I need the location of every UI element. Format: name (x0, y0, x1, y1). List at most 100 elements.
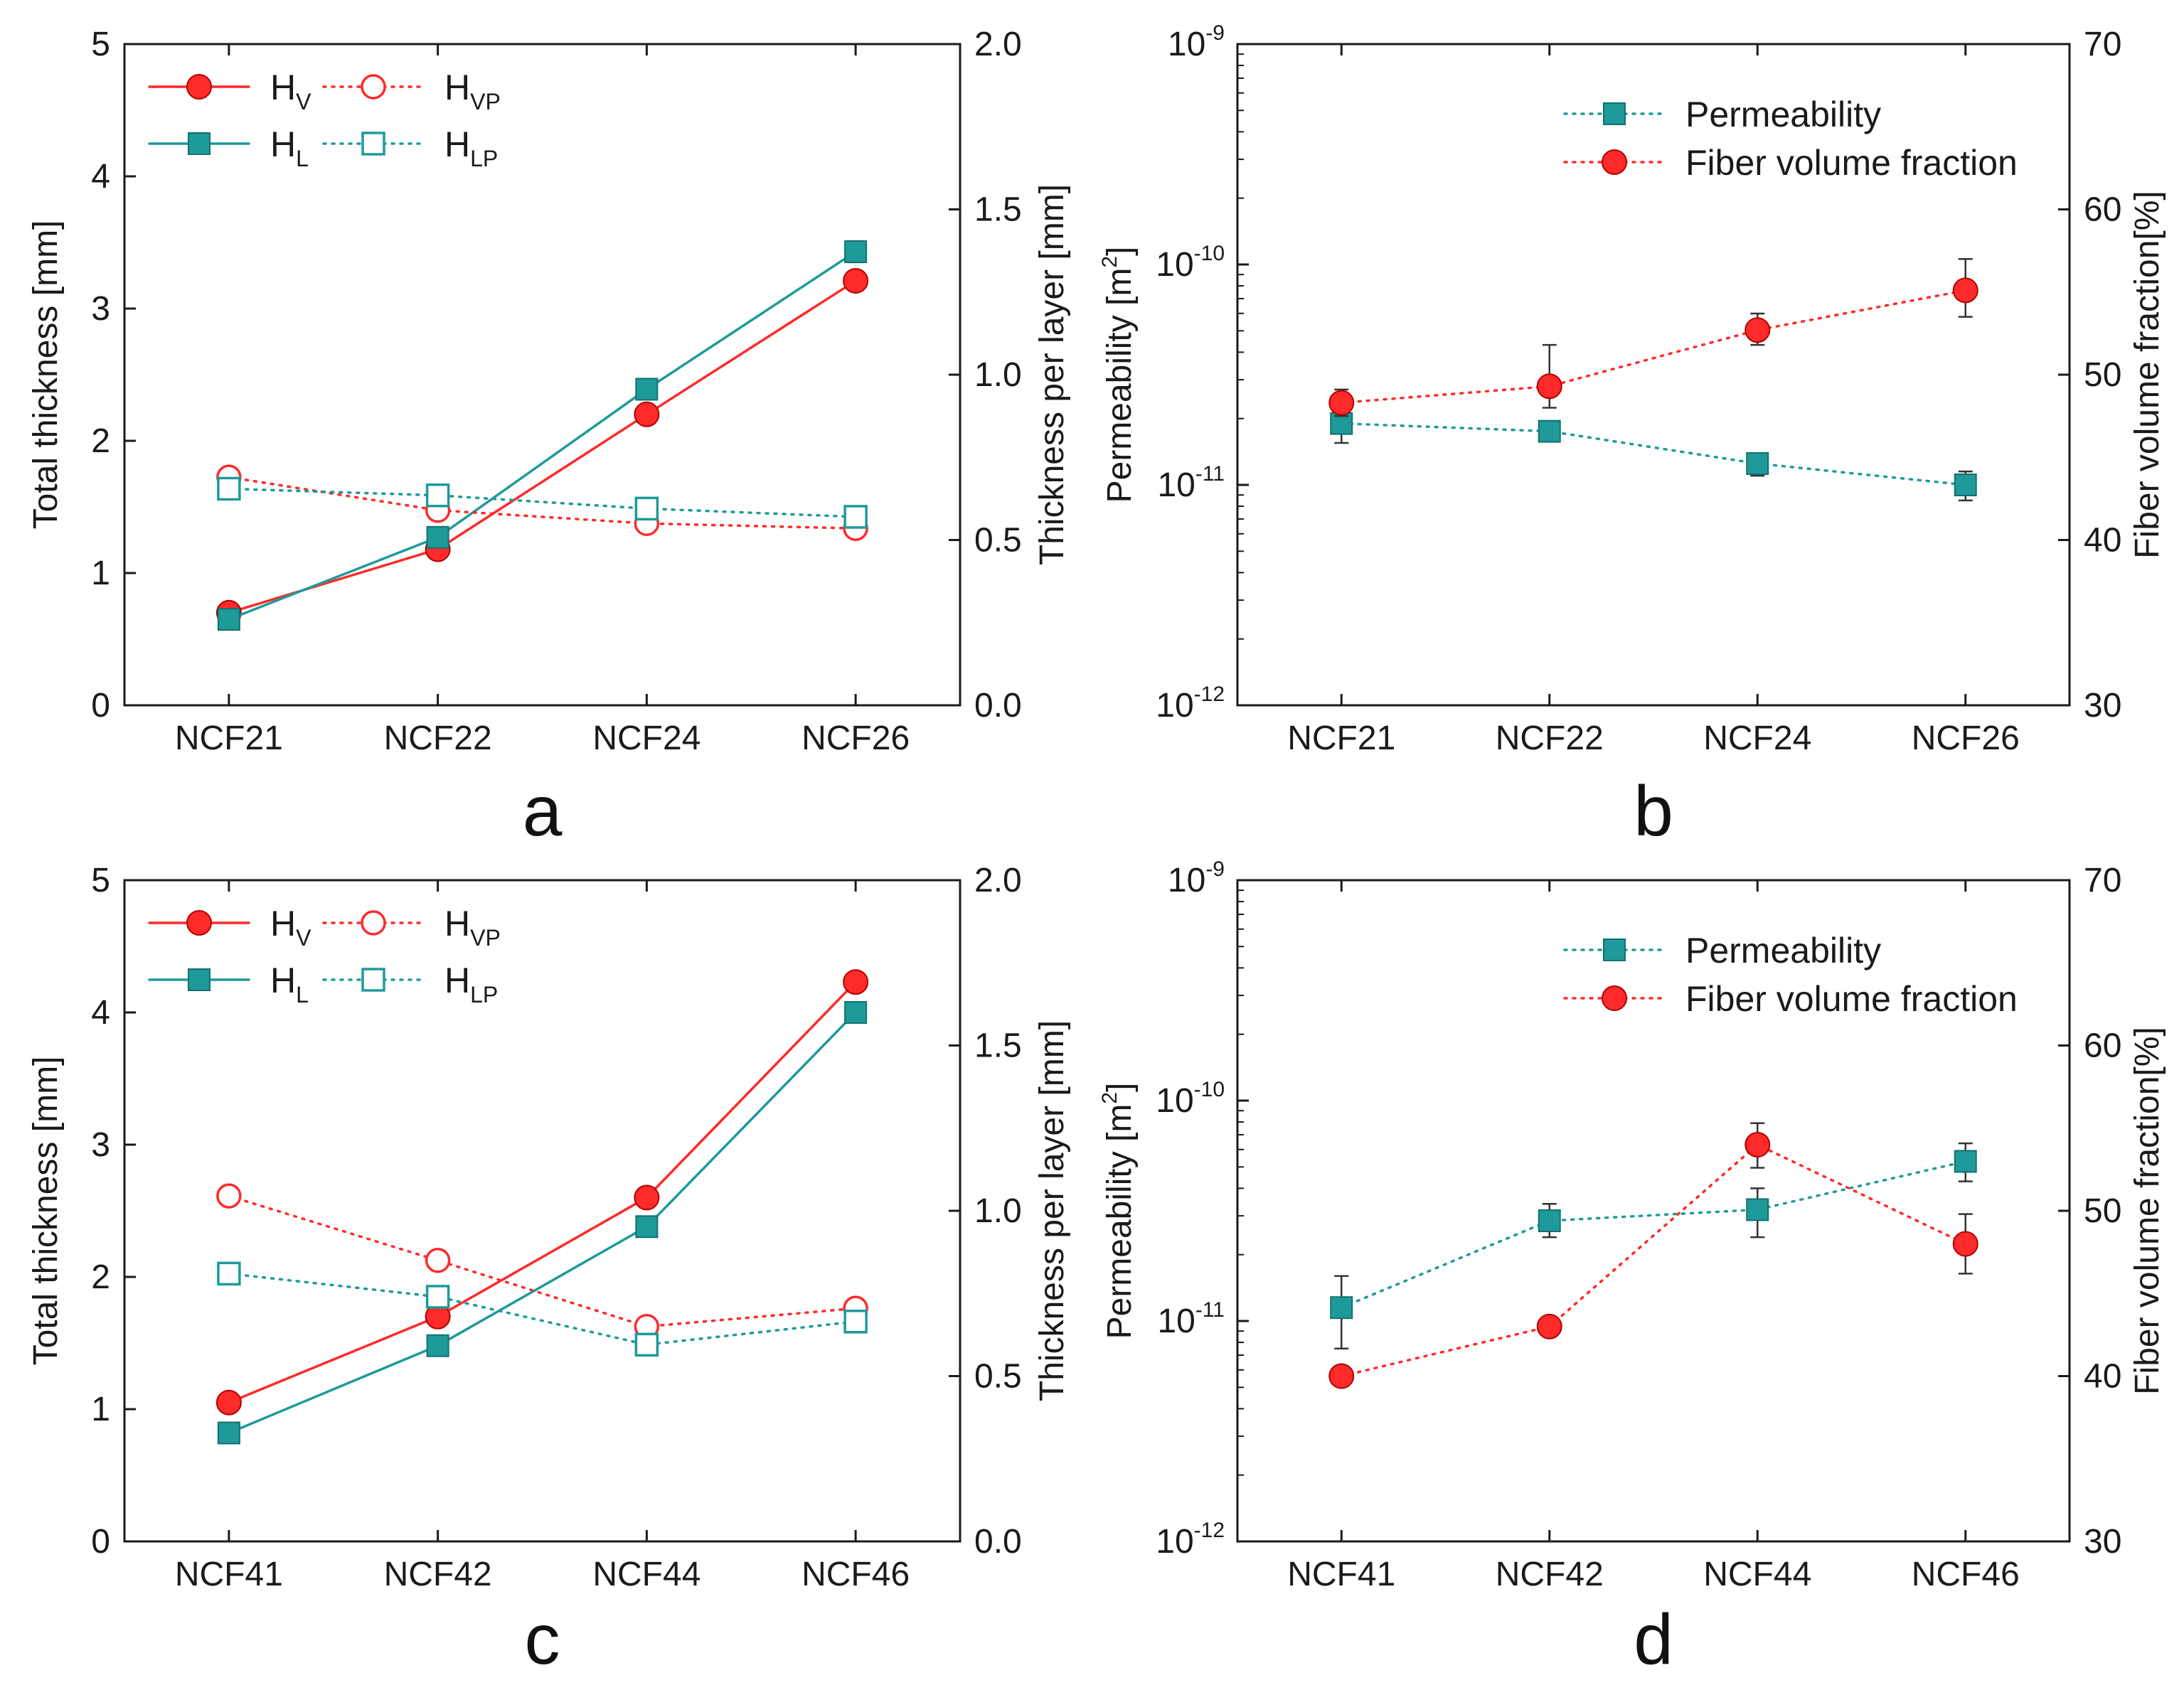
legend-entry: Permeability (1685, 95, 1881, 134)
y-left-tick-label: 10-12 (1156, 683, 1225, 724)
point-HL (217, 1421, 240, 1445)
panel-label: d (1634, 1600, 1673, 1679)
legend-marker (186, 74, 212, 100)
panel-label: b (1634, 771, 1673, 851)
legend-marker (1602, 149, 1627, 175)
x-tick-label: NCF42 (384, 1556, 492, 1593)
y-left-tick-label: 1 (91, 555, 110, 592)
point-HLP (425, 483, 450, 508)
series-line-HLP (228, 1272, 857, 1347)
legend-entry: HV (270, 68, 311, 114)
x-tick-label: NCF41 (175, 1556, 283, 1593)
y-left-axis-label: Permeability [m2] (1098, 1083, 1139, 1339)
point-HVP (425, 1248, 451, 1273)
y-right-tick-label: 1.0 (974, 1192, 1022, 1230)
point-HV (215, 1389, 242, 1416)
y-right-tick-label: 30 (2084, 687, 2121, 724)
point-HL (426, 525, 449, 549)
series-line-Fiber volume fraction (1340, 1143, 1967, 1378)
y-right-tick-label: 0.0 (974, 687, 1022, 724)
y-left-axis-label: Total thickness [mm] (27, 1057, 65, 1366)
legend-marker (1603, 938, 1626, 961)
x-tick-label: NCF42 (1496, 1556, 1604, 1593)
point-HLP (843, 1310, 868, 1334)
point-Fiber volume fraction (1952, 277, 1978, 304)
point-Permeability (1954, 1150, 1977, 1173)
y-right-tick-label: 50 (2084, 356, 2121, 394)
legend-marker (188, 132, 211, 155)
point-Fiber volume fraction (1536, 1313, 1562, 1339)
y-left-tick-label: 10-10 (1156, 1078, 1225, 1120)
y-left-tick-label: 3 (91, 1126, 110, 1164)
y-left-tick-label: 10-11 (1157, 1298, 1225, 1340)
y-left-tick-label: 4 (91, 994, 110, 1032)
legend-marker (361, 968, 385, 992)
y-right-axis-label: Thickness per layer [mm] (1033, 184, 1071, 565)
point-Permeability (1330, 1296, 1353, 1320)
legend-entry: HL (270, 961, 309, 1007)
point-HL (426, 1334, 449, 1357)
x-tick-label: NCF24 (592, 720, 701, 757)
point-Fiber volume fraction (1744, 317, 1771, 343)
legend-entry: Fiber volume fraction (1685, 143, 2018, 183)
y-left-tick-label: 2 (91, 1258, 110, 1296)
point-HLP (634, 496, 659, 521)
y-right-tick-label: 70 (2084, 26, 2121, 63)
y-right-tick-label: 1.0 (974, 356, 1022, 394)
x-tick-label: NCF46 (1912, 1556, 2020, 1593)
series-line-HL (228, 250, 857, 621)
point-HL (635, 378, 659, 401)
legend-entry: HVP (444, 904, 501, 951)
x-tick-label: NCF44 (1703, 1556, 1811, 1593)
point-HV (634, 401, 660, 427)
series-line-HVP (228, 1194, 857, 1328)
point-Permeability (1538, 1209, 1561, 1232)
x-tick-label: NCF41 (1287, 1556, 1395, 1593)
point-HL (217, 608, 240, 631)
point-Permeability (1954, 474, 1977, 496)
chart-panel-b: NCF21 NCF22 NCF24 NCF26 10-12 10-11 10-10 10-9 3… (1098, 21, 2166, 851)
y-left-tick-label: 2 (91, 422, 110, 460)
legend-entry: HV (270, 904, 311, 951)
y-left-tick-label: 1 (91, 1391, 110, 1428)
y-right-tick-label: 1.5 (974, 1027, 1022, 1065)
panel-label: c (525, 1600, 560, 1679)
y-right-axis-label: Thickness per layer [mm] (1033, 1020, 1071, 1401)
y-right-tick-label: 30 (2084, 1523, 2121, 1561)
point-HV (634, 1184, 660, 1211)
point-HVP (216, 1183, 242, 1209)
y-right-tick-label: 70 (2084, 862, 2121, 899)
series-line-Fiber volume fraction (1340, 289, 1967, 405)
y-right-tick-label: 50 (2084, 1192, 2121, 1230)
legend: HV HVP HL HLP (148, 68, 501, 171)
y-right-axis-label: Fiber volume fraction[%] (2129, 191, 2166, 559)
legend-entry: Permeability (1685, 931, 1881, 970)
y-right-tick-label: 60 (2084, 1027, 2121, 1065)
series-line-Permeability (1340, 1160, 1967, 1309)
y-right-tick-label: 0.5 (974, 522, 1022, 560)
x-tick-label: NCF21 (1287, 720, 1395, 757)
point-Fiber volume fraction (1536, 373, 1562, 400)
point-HV (843, 267, 869, 294)
y-left-tick-label: 3 (91, 290, 110, 328)
point-HLP (217, 476, 241, 501)
chart-panel-a: NCF21 NCF22 NCF24 NCF26 0 1 2 3 4 5 0.0 0.5 1.0 1.5 2.… (27, 26, 1071, 851)
series-line-HV (228, 980, 857, 1404)
point-HL (635, 1215, 659, 1239)
y-left-tick-label: 10-12 (1156, 1519, 1225, 1561)
x-tick-label: NCF26 (801, 720, 910, 757)
y-left-tick-label: 4 (91, 158, 110, 196)
legend-marker (361, 910, 386, 936)
x-tick-label: NCF24 (1703, 720, 1811, 757)
y-left-tick-label: 5 (91, 26, 110, 63)
x-tick-label: NCF46 (801, 1556, 910, 1593)
x-tick-label: NCF22 (384, 720, 492, 757)
point-Permeability (1538, 419, 1561, 443)
point-Fiber volume fraction (1744, 1132, 1771, 1157)
y-right-axis-label: Fiber volume fraction[%] (2129, 1027, 2166, 1395)
series-line-HLP (228, 487, 857, 518)
legend-entry: HLP (444, 124, 498, 171)
point-HL (844, 1001, 868, 1024)
legend-marker (1603, 102, 1626, 125)
